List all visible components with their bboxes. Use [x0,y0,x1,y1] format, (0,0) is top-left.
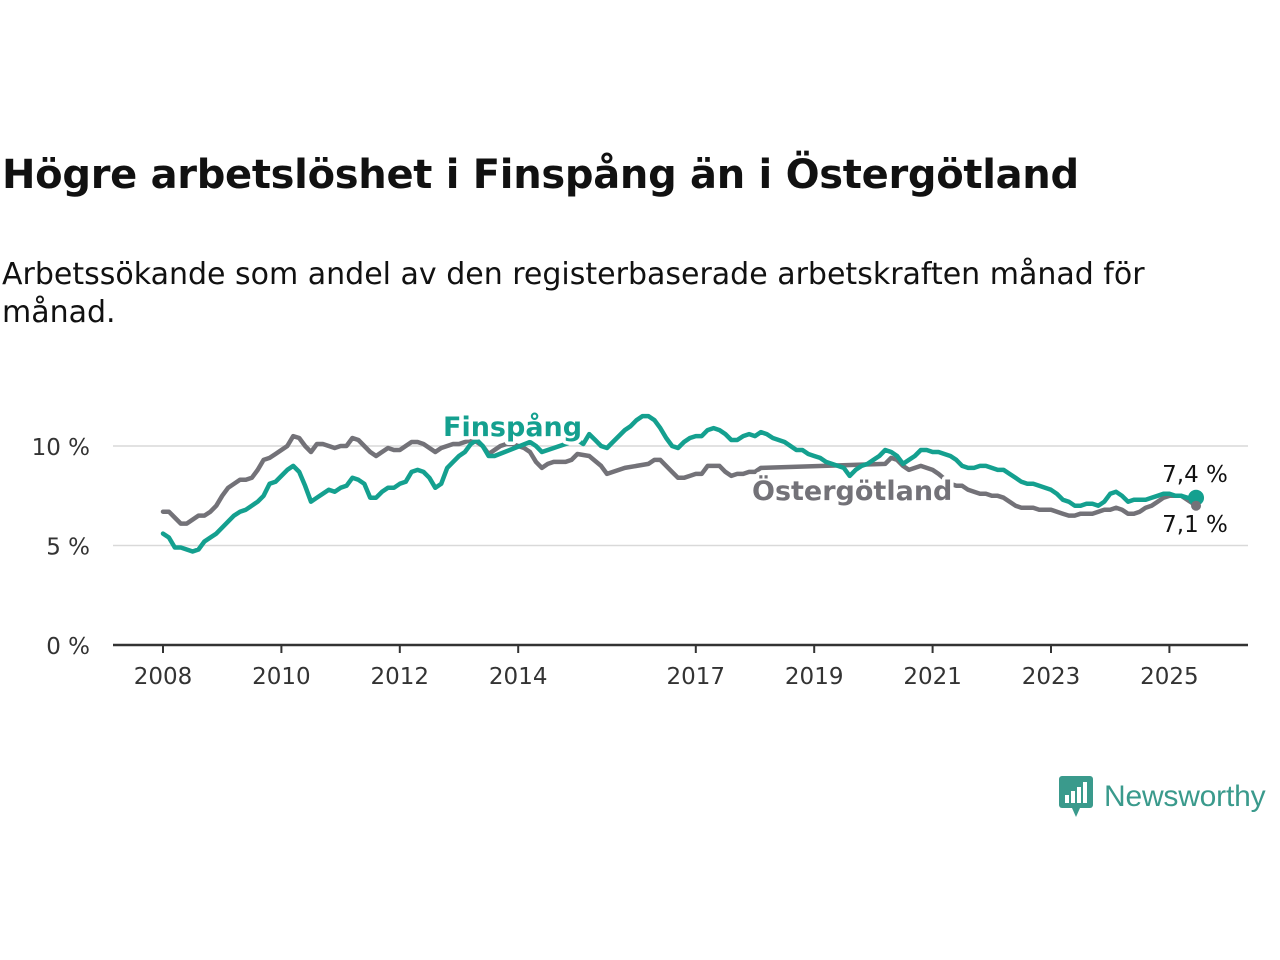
x-tick-label: 2023 [1022,664,1081,690]
end-value-label-ostergotland: 7,1 % [1162,512,1228,538]
x-tick-label: 2010 [252,664,311,690]
end-marker-ostergotland [1191,500,1202,511]
y-tick-label: 0 % [46,634,90,660]
series-line-finsp-ng [160,413,1199,554]
newsworthy-logo: Newsworthy [1058,774,1266,820]
end-marker-finspang [1188,489,1205,506]
end-value-label-finspang: 7,4 % [1162,462,1228,488]
series-line--sterg-tland [160,433,1199,526]
series-labels: 7,4 %7,1 %FinspångFinspångÖstergötlandÖs… [440,408,1228,539]
x-tick-label: 2008 [134,664,193,690]
series-label-finspang: Finspång [443,411,582,443]
y-tick-label: 5 % [46,535,90,561]
gridlines [113,445,1248,547]
chart-axes: 0 % 5 % 10 % 2008 2010 2012 2014 2017 2019 2021 20… [32,435,1248,690]
x-tick-label: 2017 [667,664,726,690]
series-label-ostergotland-halo: Östergötland [752,474,952,507]
chart-title: Högre arbetslöshet i Finspång än i Öster… [2,152,1079,198]
x-tick-label: 2025 [1140,664,1199,690]
x-tick-label: 2012 [371,664,430,690]
x-tick-label: 2021 [903,664,962,690]
x-tick-label: 2019 [785,664,844,690]
y-tick-label: 10 % [32,435,90,461]
series-label-finspang-halo: Finspång [443,411,582,443]
x-tick-label: 2014 [489,664,548,690]
newsworthy-logo-icon [1059,776,1093,817]
chart-subtitle: Arbetssökande som andel av den registerb… [2,257,1145,330]
series-label-ostergotland: Östergötland [752,474,952,507]
brand-name: Newsworthy [1104,780,1266,813]
series-lines [160,413,1199,554]
